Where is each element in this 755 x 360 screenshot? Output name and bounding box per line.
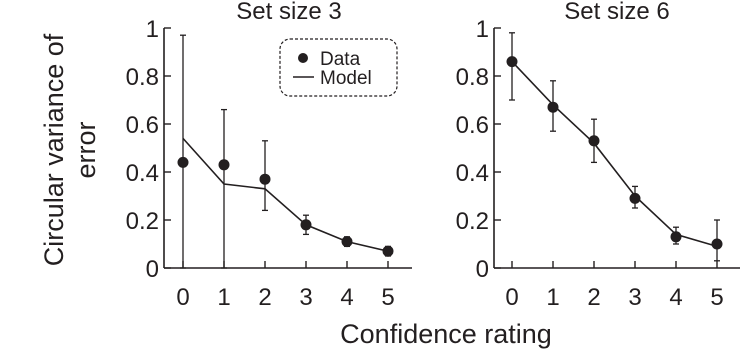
y-tick-label: 0.4 bbox=[126, 160, 159, 187]
data-point bbox=[711, 238, 723, 250]
y-tick-label: 1 bbox=[476, 16, 489, 43]
data-point bbox=[547, 101, 559, 113]
y-tick-label: 0.6 bbox=[456, 112, 489, 139]
model-line bbox=[511, 61, 718, 248]
data-point bbox=[506, 56, 518, 68]
data-point bbox=[300, 219, 312, 231]
panel-set-size-3: Set size 3 0 0.2 0.4 0.6 0.8 1 0 1 2 3 4 5 Data Mo… bbox=[126, 0, 412, 311]
panel-set-size-6: Set size 6 0 0.2 0.4 0.6 0.8 1 0 1 2 3 4 5 bbox=[456, 0, 740, 311]
panel-title: Set size 6 bbox=[564, 0, 669, 25]
y-tick-label: 0.8 bbox=[126, 64, 159, 91]
y-tick-label: 0.4 bbox=[456, 160, 489, 187]
y-axis-label-line2: error bbox=[71, 121, 101, 178]
x-tick-label: 1 bbox=[546, 284, 559, 311]
x-tick-label: 0 bbox=[176, 284, 189, 311]
y-tick-label: 0.2 bbox=[126, 208, 159, 235]
panel-title: Set size 3 bbox=[236, 0, 341, 25]
data-point bbox=[629, 192, 641, 204]
x-tick-label: 4 bbox=[340, 284, 353, 311]
data-point bbox=[218, 159, 230, 171]
x-tick-label: 5 bbox=[710, 284, 723, 311]
x-axis-label: Confidence rating bbox=[340, 319, 552, 349]
legend-data-marker bbox=[298, 53, 308, 63]
x-ticks: 0 1 2 3 4 5 bbox=[176, 261, 395, 311]
data-point bbox=[588, 135, 600, 147]
y-ticks: 0 0.2 0.4 0.6 0.8 1 bbox=[126, 16, 171, 283]
y-axis-label-line1: Circular variance of bbox=[39, 33, 69, 266]
x-tick-label: 3 bbox=[628, 284, 641, 311]
y-tick-label: 0.8 bbox=[456, 64, 489, 91]
plot-marks bbox=[177, 34, 394, 269]
x-tick-label: 2 bbox=[587, 284, 600, 311]
x-ticks: 0 1 2 3 4 5 bbox=[505, 261, 724, 311]
data-point bbox=[177, 156, 189, 168]
y-ticks: 0 0.2 0.4 0.6 0.8 1 bbox=[456, 16, 501, 283]
x-tick-label: 0 bbox=[505, 284, 518, 311]
plot-marks bbox=[506, 32, 723, 262]
x-tick-label: 2 bbox=[258, 284, 271, 311]
y-tick-label: 1 bbox=[146, 16, 159, 43]
data-point bbox=[670, 231, 682, 243]
x-tick-label: 3 bbox=[299, 284, 312, 311]
legend-box bbox=[279, 38, 398, 97]
y-tick-label: 0 bbox=[146, 256, 159, 283]
data-point bbox=[382, 245, 394, 257]
x-tick-label: 5 bbox=[381, 284, 394, 311]
legend: Data Model bbox=[279, 38, 398, 97]
legend-data-label: Data bbox=[320, 49, 361, 70]
legend-model-label: Model bbox=[320, 68, 372, 89]
model-line bbox=[182, 137, 389, 252]
y-tick-label: 0 bbox=[476, 256, 489, 283]
data-point bbox=[259, 173, 271, 185]
y-tick-label: 0.6 bbox=[126, 112, 159, 139]
x-tick-label: 1 bbox=[217, 284, 230, 311]
y-tick-label: 0.2 bbox=[456, 208, 489, 235]
x-tick-label: 4 bbox=[669, 284, 682, 311]
data-point bbox=[341, 236, 353, 248]
